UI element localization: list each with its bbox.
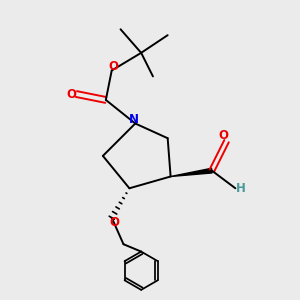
Polygon shape (171, 168, 212, 176)
Text: N: N (129, 113, 139, 127)
Text: O: O (108, 60, 118, 73)
Text: O: O (219, 129, 229, 142)
Text: H: H (236, 182, 246, 195)
Text: O: O (110, 216, 120, 229)
Text: O: O (66, 88, 76, 100)
